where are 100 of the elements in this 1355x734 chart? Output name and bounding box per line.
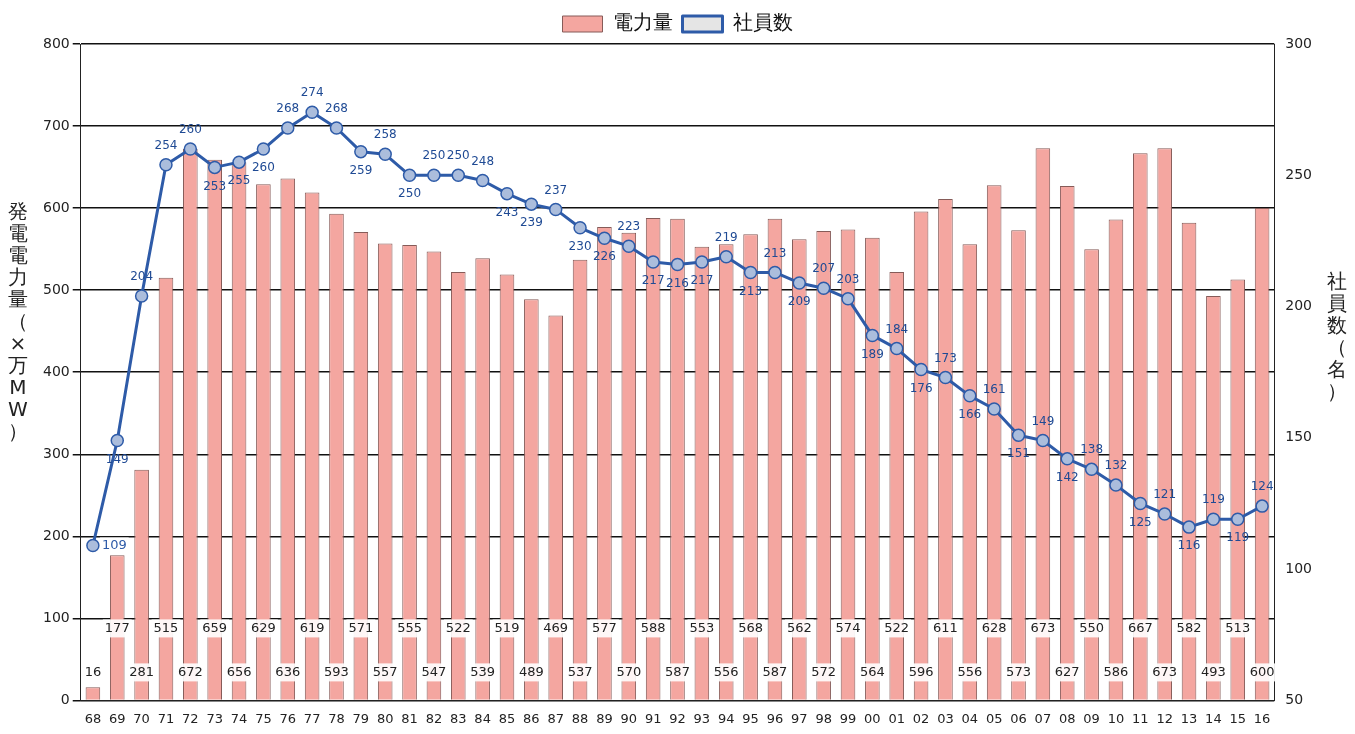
data-label: 119 xyxy=(1226,530,1250,545)
data-label: 250 xyxy=(422,148,446,163)
data-label: 577 xyxy=(592,619,617,635)
data-label: 656 xyxy=(226,663,252,679)
data-label: 217 xyxy=(690,273,714,288)
x-tick-label: 70 xyxy=(133,710,150,726)
x-tick-label: 98 xyxy=(815,710,832,726)
data-label: 207 xyxy=(812,261,836,276)
point xyxy=(183,142,198,156)
x-tick-label: 81 xyxy=(401,710,418,726)
point xyxy=(987,402,1001,416)
x-tick-label: 91 xyxy=(644,710,662,726)
x-tick-label: 79 xyxy=(352,710,370,726)
point xyxy=(816,281,831,295)
data-label: 493 xyxy=(1200,663,1226,679)
point xyxy=(695,255,709,269)
data-label: 116 xyxy=(1177,538,1201,553)
y2-tick-label: 50 xyxy=(1285,691,1304,708)
point xyxy=(889,341,904,356)
data-label: 672 xyxy=(177,663,203,679)
point xyxy=(281,121,295,135)
point xyxy=(1230,512,1245,526)
point xyxy=(427,168,441,183)
point xyxy=(670,257,685,272)
y2-tick-label: 250 xyxy=(1285,165,1313,182)
data-label: 119 xyxy=(1201,492,1225,507)
x-tick-label: 89 xyxy=(596,710,613,726)
text: 発電電力量（×万MW） xyxy=(8,199,28,443)
data-label: 237 xyxy=(544,182,568,197)
point xyxy=(865,328,880,343)
data-label: 573 xyxy=(1006,663,1031,679)
data-label: 586 xyxy=(1103,663,1129,679)
data-label: 515 xyxy=(153,619,179,635)
x-tick-label: 75 xyxy=(255,710,272,726)
data-label: 539 xyxy=(470,663,496,679)
data-label: 659 xyxy=(202,619,228,635)
x-tick-label: 16 xyxy=(1253,710,1271,726)
data-label: 161 xyxy=(982,382,1006,397)
x-tick-label: 06 xyxy=(1010,710,1027,726)
data-label: 184 xyxy=(885,321,909,336)
data-label: 216 xyxy=(666,275,689,290)
y-tick-label: 200 xyxy=(42,526,70,543)
data-label: 281 xyxy=(129,663,155,679)
data-label: 254 xyxy=(154,137,178,152)
x-tick-label: 11 xyxy=(1132,710,1149,726)
data-label: 588 xyxy=(640,619,666,635)
point xyxy=(256,142,271,156)
data-label: 203 xyxy=(836,271,860,286)
x-tick-label: 85 xyxy=(498,710,516,726)
point xyxy=(134,289,149,303)
x-tick-label: 14 xyxy=(1205,710,1222,726)
x-tick-label: 05 xyxy=(985,710,1003,726)
data-label: 556 xyxy=(713,663,739,679)
data-label: 628 xyxy=(981,619,1007,635)
data-label: 593 xyxy=(324,663,349,679)
point xyxy=(1084,462,1099,477)
data-label: 627 xyxy=(1054,663,1080,679)
y-tick-label: 800 xyxy=(42,34,70,51)
data-label: 223 xyxy=(617,219,641,234)
data-label: 274 xyxy=(300,85,324,100)
x-tick-label: 99 xyxy=(839,710,857,726)
data-label: 16 xyxy=(84,663,102,679)
data-label: 557 xyxy=(372,663,398,679)
point xyxy=(232,155,246,169)
point xyxy=(524,197,539,211)
legend-label: 社員数 xyxy=(732,10,793,35)
x-tick-label: 73 xyxy=(206,710,223,726)
point xyxy=(500,186,514,201)
data-label: 253 xyxy=(203,178,227,193)
point xyxy=(573,221,587,235)
data-label: 243 xyxy=(495,204,519,219)
point xyxy=(646,255,660,269)
y2-tick-label: 100 xyxy=(1285,559,1313,576)
point xyxy=(1157,507,1172,521)
data-label: 260 xyxy=(251,160,275,175)
data-label: 571 xyxy=(348,619,374,635)
x-tick-label: 86 xyxy=(523,710,540,726)
data-label: 568 xyxy=(738,619,763,635)
data-label: 176 xyxy=(909,380,933,395)
x-tick-label: 03 xyxy=(937,710,954,726)
data-label: 489 xyxy=(518,663,544,679)
data-label: 556 xyxy=(957,663,983,679)
x-tick-label: 02 xyxy=(912,710,930,726)
data-label: 582 xyxy=(1176,619,1202,635)
point xyxy=(1109,478,1123,492)
y2-tick-label: 150 xyxy=(1285,428,1313,445)
x-tick-label: 04 xyxy=(961,710,979,726)
x-tick-label: 01 xyxy=(888,710,905,726)
point xyxy=(86,538,100,553)
y2-axis-title: 社員数（名） xyxy=(1326,269,1348,403)
x-tick-label: 88 xyxy=(571,710,589,726)
x-tick-label: 80 xyxy=(376,710,394,726)
x-tick-label: 77 xyxy=(303,710,321,726)
point xyxy=(548,202,563,217)
x-tick-label: 96 xyxy=(766,710,784,726)
data-label: 574 xyxy=(835,619,861,635)
data-label: 177 xyxy=(104,619,130,635)
x-tick-label: 15 xyxy=(1229,710,1247,726)
data-label: 209 xyxy=(787,294,811,309)
point xyxy=(963,389,977,403)
